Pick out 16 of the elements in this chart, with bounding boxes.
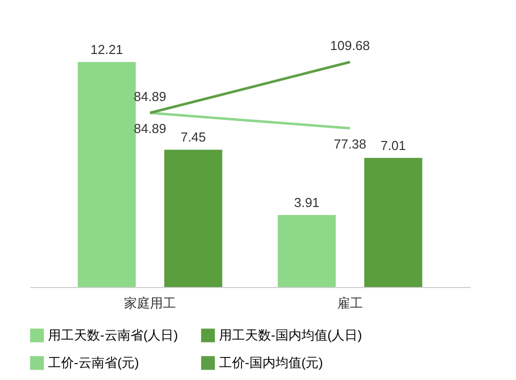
bar	[78, 62, 136, 287]
data-label: 109.68	[330, 38, 370, 53]
bar	[164, 150, 222, 287]
data-label: 7.45	[180, 130, 206, 145]
legend-label: 用工天数-云南省(人日)	[48, 327, 178, 342]
legend-label: 工价-国内均值(元)	[219, 355, 323, 370]
x-tick-label: 雇工	[337, 296, 363, 310]
data-label: 3.91	[294, 194, 320, 210]
x-tick-label: 家庭用工	[124, 296, 176, 310]
data-label: 77.38	[334, 136, 366, 152]
data-label: 7.01	[380, 138, 406, 153]
bar	[278, 214, 336, 287]
legend-label: 工价-云南省(元)	[48, 355, 139, 370]
bar	[364, 158, 422, 287]
data-label: 12.21	[90, 42, 124, 57]
legend-label: 用工天数-国内均值(人日)	[219, 327, 362, 342]
